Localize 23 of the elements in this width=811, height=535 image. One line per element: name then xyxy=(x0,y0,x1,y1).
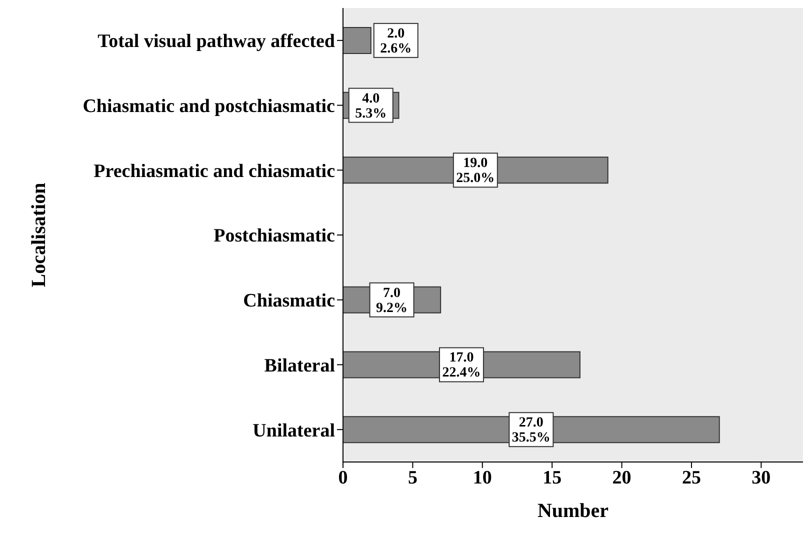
y-tick-label: Chiasmatic xyxy=(243,290,335,312)
bar xyxy=(343,26,372,54)
x-tick-label: 15 xyxy=(542,467,562,488)
x-tick-label: 0 xyxy=(338,467,348,488)
x-tick-label: 20 xyxy=(612,467,632,488)
data-label: 19.0 25.0% xyxy=(456,156,495,186)
y-tick-label: Chiasmatic and postchiasmatic xyxy=(82,96,335,118)
y-axis-title: Localisation xyxy=(28,182,50,288)
x-tick-label: 5 xyxy=(408,467,418,488)
data-label: 17.0 22.4% xyxy=(442,350,481,381)
y-tick-label: Unilateral xyxy=(252,420,335,442)
x-tick-label: 10 xyxy=(472,467,492,488)
y-tick-label: Postchiasmatic xyxy=(214,226,335,247)
x-tick-label: 25 xyxy=(682,467,701,488)
data-label: 27.0 35.5% xyxy=(512,416,550,446)
data-label: 2.0 2.6% xyxy=(380,26,412,56)
x-axis-title: Number xyxy=(537,500,609,522)
y-tick-label: Bilateral xyxy=(264,355,335,376)
data-label: 7.0 9.2% xyxy=(376,286,408,316)
y-tick-label: Prechiasmatic and chiasmatic xyxy=(94,160,335,182)
data-label: 4.0 5.3% xyxy=(355,91,387,122)
y-tick-label: Total visual pathway affected xyxy=(98,31,336,52)
x-tick-label: 30 xyxy=(752,467,771,488)
